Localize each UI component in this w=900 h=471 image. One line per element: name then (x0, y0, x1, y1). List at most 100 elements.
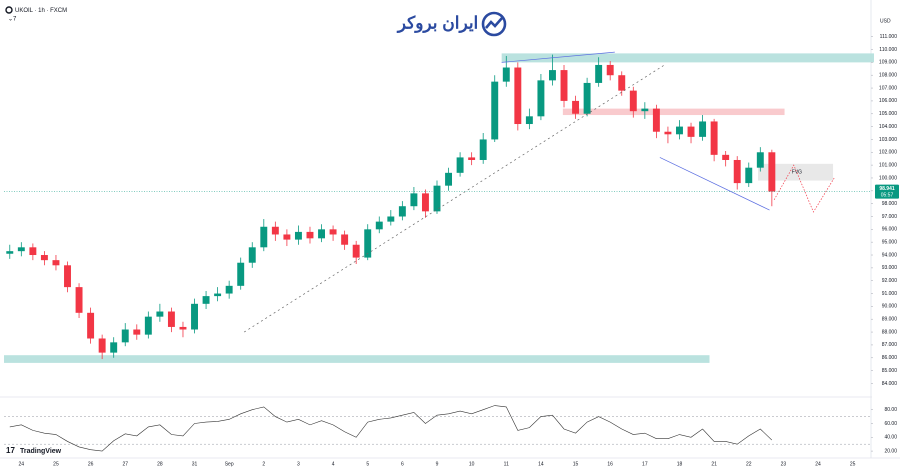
y-tick-label: 105.000 (879, 111, 897, 117)
y-tick-label: 94.000 (882, 252, 898, 258)
x-tick-label: 31 (192, 461, 198, 467)
indicator-toggle[interactable]: ⌄ (8, 17, 13, 23)
currency: USD (880, 18, 891, 24)
candle-body (572, 100, 580, 114)
candle-body (699, 121, 707, 137)
candle-body (410, 193, 418, 207)
x-tick-label: 14 (538, 461, 544, 467)
candle-body (745, 167, 753, 184)
candle-body (237, 262, 245, 286)
candle-body (52, 260, 60, 266)
x-tick-label: 18 (677, 461, 683, 467)
y-tick-label: 107.000 (879, 85, 897, 91)
y-tick-label: 100.000 (879, 175, 897, 181)
candle-body (525, 116, 533, 125)
zone (757, 163, 834, 181)
candle-body (375, 221, 383, 230)
candle-body (75, 287, 83, 313)
candle-body (156, 311, 164, 317)
y-tick-label: 111.000 (880, 34, 898, 40)
y-tick-label: 96.000 (882, 227, 898, 233)
zone (4, 355, 710, 363)
y-tick-label: 89.000 (882, 317, 898, 323)
candle-body (398, 206, 406, 217)
candle-body (456, 157, 464, 173)
candle-body (710, 121, 718, 155)
tv-logo: 17 TradingView (6, 446, 62, 455)
candle-body (133, 329, 141, 335)
x-tick-label: 23 (781, 461, 787, 467)
candle-body (514, 67, 522, 125)
x-tick-label: 15 (573, 461, 579, 467)
x-tick-label: 24 (19, 461, 25, 467)
candle-body (629, 90, 637, 112)
zone-label: FVG (792, 170, 802, 176)
candle-body (121, 329, 129, 343)
y-tick-label: 102.000 (879, 150, 897, 156)
x-tick-label: 21 (711, 461, 717, 467)
x-tick-label: 27 (122, 461, 128, 467)
candle-body (445, 172, 453, 186)
candle-body (6, 251, 14, 254)
candle-body (733, 159, 741, 184)
y-tick-label: 106.000 (879, 98, 897, 104)
drawing-line (501, 51, 615, 63)
x-tick-label: 17 (642, 461, 648, 467)
x-tick-label: 25 (53, 461, 59, 467)
symbol-icon (5, 6, 13, 14)
candle-body (29, 247, 37, 256)
zone (562, 108, 785, 116)
y-tick-label: 101.000 (879, 162, 897, 168)
logo-icon (481, 11, 507, 37)
y-tick-label: 108.000 (879, 73, 897, 79)
candle-body (271, 226, 279, 235)
candle-body (214, 293, 222, 297)
candle-body (202, 296, 210, 304)
rsi-line (9, 405, 773, 452)
candle-body (618, 75, 626, 91)
candle-body (98, 338, 106, 353)
x-tick-label: 16 (607, 461, 613, 467)
candle-body (387, 216, 395, 222)
x-tick-label: 5 (366, 461, 369, 467)
y-tick-label: 98.000 (882, 201, 898, 207)
candle-body (664, 131, 672, 135)
y-tick-label: 60.00 (884, 421, 897, 427)
x-tick-label: 2 (262, 461, 265, 467)
y-tick-label: 86.000 (882, 355, 898, 361)
logo-text: ایران بروکر (396, 13, 479, 33)
candle-body (248, 247, 256, 263)
candle-body (549, 70, 556, 81)
y-tick-label: 90.000 (882, 304, 898, 310)
candle-body (756, 152, 764, 168)
y-tick-label: 110.000 (879, 47, 897, 53)
logo: ایران بروکر (396, 11, 507, 37)
y-tick-label: 20.00 (884, 448, 897, 454)
candle-body (17, 247, 25, 252)
logo-icon-line (485, 17, 503, 29)
candle-body (306, 231, 314, 239)
candle-body (641, 108, 649, 112)
candle-body (606, 64, 614, 76)
candle-body (676, 126, 683, 135)
candle-body (364, 229, 372, 258)
last-price-box (875, 184, 899, 199)
candle-body (583, 82, 591, 114)
y-tick-label: 88.000 (882, 329, 898, 335)
candle-body (421, 193, 429, 212)
candle-body (560, 70, 568, 101)
countdown: 05:57 (881, 192, 894, 198)
candle-body (468, 157, 476, 160)
y-tick-label: 104.000 (879, 124, 897, 130)
candle-body (502, 67, 510, 82)
y-tick-label: 92.000 (882, 278, 898, 284)
candle-body (144, 316, 152, 335)
candle-body (768, 152, 776, 192)
y-tick-label: 40.00 (884, 435, 897, 441)
candle-body (40, 255, 48, 261)
candle-body (318, 229, 325, 239)
candle-body (433, 185, 441, 212)
candle-body (283, 234, 291, 240)
